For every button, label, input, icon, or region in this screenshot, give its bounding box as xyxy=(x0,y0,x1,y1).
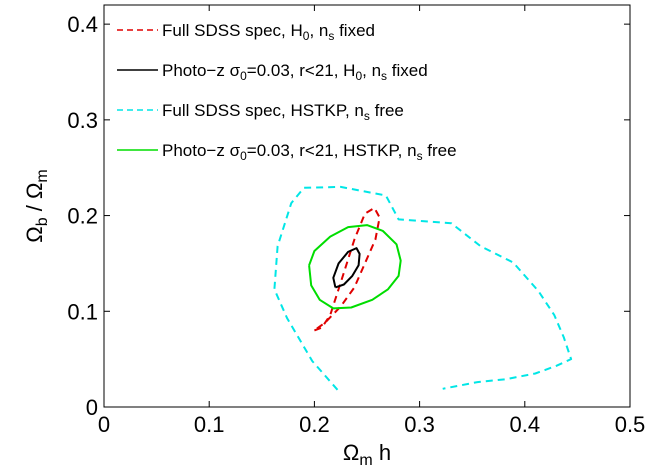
x-tick-label: 0.3 xyxy=(404,412,435,437)
x-tick-label: 0.1 xyxy=(194,412,225,437)
y-tick-label: 0.4 xyxy=(67,12,98,37)
x-tick-label: 0.4 xyxy=(510,412,541,437)
legend-label-2: Photo−z σ0=0.03, r<21, H0, ns fixed xyxy=(162,61,428,83)
y-tick-label: 0.1 xyxy=(67,299,98,324)
y-tick-label: 0.3 xyxy=(67,108,98,133)
y-axis-label: Ωb / Ωm xyxy=(22,169,51,242)
y-tick-label: 0 xyxy=(86,395,98,420)
x-tick-label: 0.2 xyxy=(299,412,330,437)
x-tick-label: 0.5 xyxy=(615,412,646,437)
x-axis-label: Ωm h xyxy=(343,440,391,469)
y-tick-label: 0.2 xyxy=(67,204,98,229)
legend-label-4: Photo−z σ0=0.03, r<21, HSTKP, ns free xyxy=(162,141,457,163)
legend-label-1: Full SDSS spec, H0, ns fixed xyxy=(162,21,375,43)
x-tick-label: 0 xyxy=(98,412,110,437)
